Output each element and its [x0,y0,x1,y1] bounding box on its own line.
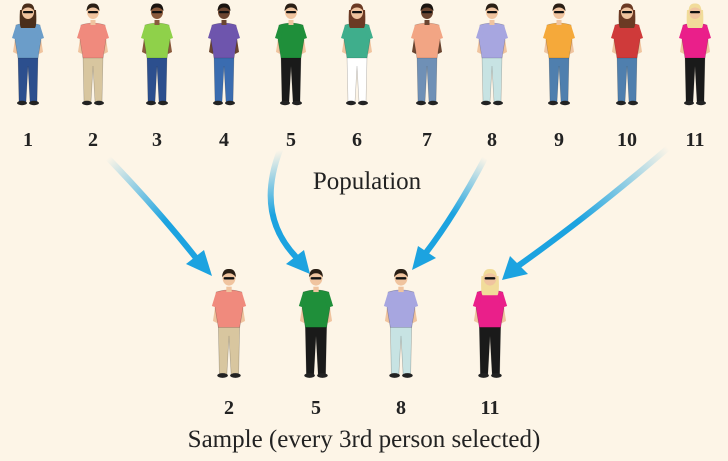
person-4-icon [208,3,240,106]
population-number-2: 2 [88,129,98,151]
sample-person-2-icon [211,269,247,378]
person-7-icon [411,3,443,106]
sample-numbers: 2 5 8 11 [224,397,499,419]
arrow-8-icon [412,155,488,270]
person-6-icon [341,3,373,106]
population-people [12,3,711,106]
population-number-5: 5 [286,129,296,151]
person-11-icon [679,3,711,106]
population-number-1: 1 [23,129,33,151]
population-number-8: 8 [487,129,497,151]
sample-number-11: 11 [481,397,500,419]
population-number-3: 3 [152,129,162,151]
sample-number-2: 2 [224,397,234,419]
person-2-icon [77,3,109,106]
sample-number-8: 8 [396,397,406,419]
arrow-2-icon [105,155,212,276]
population-number-7: 7 [422,129,432,151]
person-9-icon [543,3,575,106]
sample-person-11-icon [472,269,508,378]
sample-person-8-icon [383,269,419,378]
sample-people [211,269,508,378]
population-number-10: 10 [617,129,637,151]
population-number-6: 6 [352,129,362,151]
population-number-11: 11 [686,129,705,151]
arrow-11-icon [502,145,671,280]
population-numbers: 1 2 3 4 5 6 7 8 9 10 11 [23,129,704,151]
sample-label: Sample (every 3rd person selected) [188,426,541,453]
person-3-icon [141,3,173,106]
person-5-icon [275,3,307,106]
person-8-icon [476,3,508,106]
sample-number-5: 5 [311,397,321,419]
selection-arrows [105,145,671,280]
population-label: Population [313,168,422,195]
sample-person-5-icon [298,269,334,378]
arrow-5-icon [267,147,310,274]
population-number-9: 9 [554,129,564,151]
person-1-icon [12,3,44,106]
person-10-icon [611,3,643,106]
population-number-4: 4 [219,129,229,151]
